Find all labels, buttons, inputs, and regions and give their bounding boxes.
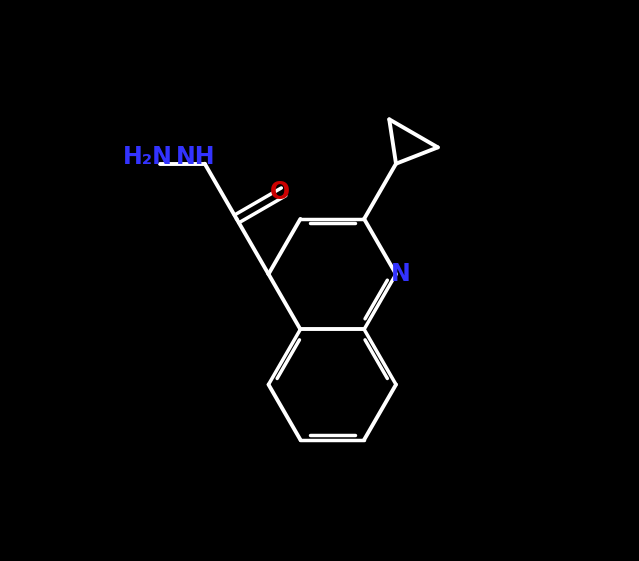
Text: NH: NH <box>176 145 215 169</box>
Text: N: N <box>391 262 411 286</box>
Text: O: O <box>270 180 291 204</box>
Text: H₂N: H₂N <box>123 145 173 169</box>
